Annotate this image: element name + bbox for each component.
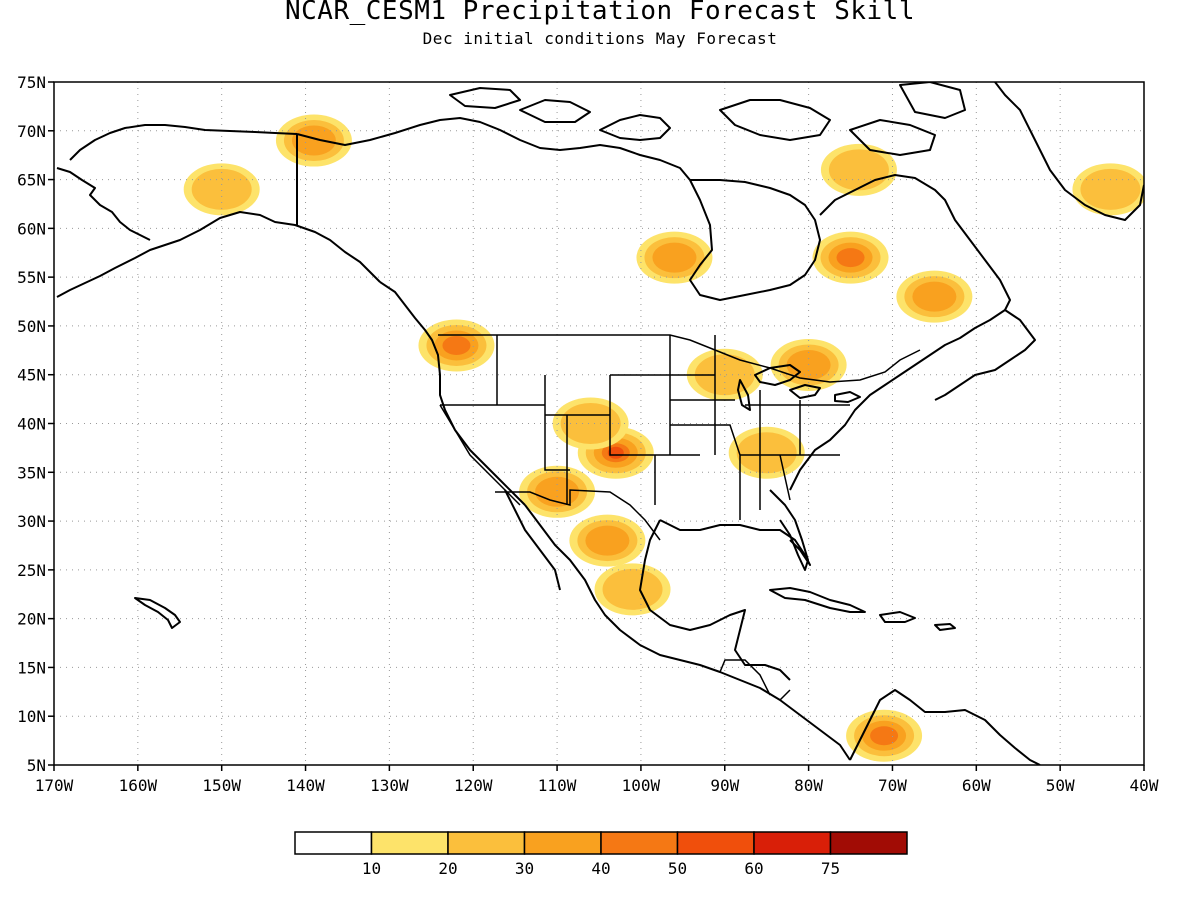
coastlines	[56, 82, 1144, 765]
lon-tick-label: 120W	[454, 776, 493, 795]
lat-tick-label: 40N	[17, 415, 46, 434]
colorbar-swatch	[370, 831, 449, 855]
lat-tick-label: 35N	[17, 463, 46, 482]
skill-contour	[836, 248, 865, 268]
lat-tick-label: 45N	[17, 366, 46, 385]
lon-tick-label: 170W	[35, 776, 74, 795]
lat-tick-label: 60N	[17, 219, 46, 238]
skill-region	[275, 114, 352, 167]
skill-contour	[607, 446, 624, 459]
lon-tick-label: 110W	[538, 776, 577, 795]
colorbar-label: 75	[821, 859, 840, 878]
lon-tick-label: 130W	[370, 776, 409, 795]
skill-region	[1072, 163, 1144, 216]
skill-contour	[442, 335, 471, 355]
lon-tick-label: 140W	[286, 776, 325, 795]
lon-tick-label: 60W	[962, 776, 991, 795]
skill-region	[418, 319, 495, 372]
skill-contour	[291, 125, 336, 156]
skill-region	[569, 514, 646, 567]
skill-contour	[736, 432, 797, 474]
skill-region	[636, 231, 713, 284]
colorbar-swatch	[294, 831, 373, 855]
skill-contour	[602, 568, 663, 610]
lat-tick-label: 30N	[17, 512, 46, 531]
lon-tick-label: 150W	[202, 776, 241, 795]
skill-contour	[535, 476, 580, 507]
colorbar-label: 50	[668, 859, 687, 878]
lat-tick-label: 75N	[17, 73, 46, 92]
lat-tick-label: 55N	[17, 268, 46, 287]
colorbar-swatch	[829, 831, 908, 855]
skill-region	[183, 163, 260, 216]
colorbar-label: 30	[515, 859, 534, 878]
skill-region	[594, 563, 671, 616]
colorbar-swatch	[447, 831, 526, 855]
colorbar-swatch	[676, 831, 755, 855]
political-borders	[438, 334, 921, 701]
skill-contour	[652, 242, 697, 273]
colorbar-swatch	[523, 831, 602, 855]
lat-tick-label: 20N	[17, 610, 46, 629]
lat-tick-label: 50N	[17, 317, 46, 336]
colorbar-label: 10	[362, 859, 381, 878]
lon-tick-label: 90W	[710, 776, 739, 795]
colorbar-label: 20	[438, 859, 457, 878]
lon-tick-label: 40W	[1130, 776, 1159, 795]
skill-shading-layer	[183, 114, 1144, 762]
colorbar-label: 40	[591, 859, 610, 878]
skill-region	[896, 270, 973, 323]
skill-contour	[828, 149, 889, 191]
skill-contour	[191, 168, 252, 210]
lon-tick-label: 80W	[794, 776, 823, 795]
axis-ticks: 75N 70N 65N 60N 55N 50N 45N 40N 35N 30N 25N 20N 15N 1…	[17, 73, 1159, 795]
lat-tick-label: 5N	[27, 756, 46, 775]
lat-tick-label: 15N	[17, 658, 46, 677]
skill-region	[519, 465, 596, 518]
lon-tick-label: 50W	[1046, 776, 1075, 795]
map-title: NCAR_CESM1 Precipitation Forecast Skill	[285, 0, 915, 26]
lon-tick-label: 160W	[119, 776, 158, 795]
lon-tick-label: 100W	[622, 776, 661, 795]
skill-contour	[585, 525, 630, 556]
lat-tick-label: 10N	[17, 707, 46, 726]
colorbar-swatch	[753, 831, 832, 855]
colorbar-label: 60	[744, 859, 763, 878]
colorbar: 10 20 30 40 50 60 75	[294, 831, 908, 878]
lat-tick-label: 70N	[17, 122, 46, 141]
skill-contour	[560, 403, 621, 444]
skill-contour	[1080, 168, 1141, 210]
lat-tick-label: 65N	[17, 171, 46, 190]
colorbar-swatch	[600, 831, 679, 855]
skill-region	[812, 231, 889, 284]
skill-contour	[912, 281, 957, 312]
map-subtitle: Dec initial conditions May Forecast	[422, 29, 778, 48]
skill-contour	[870, 726, 899, 746]
lon-tick-label: 70W	[878, 776, 907, 795]
skill-region	[846, 709, 923, 762]
lat-tick-label: 25N	[17, 561, 46, 580]
